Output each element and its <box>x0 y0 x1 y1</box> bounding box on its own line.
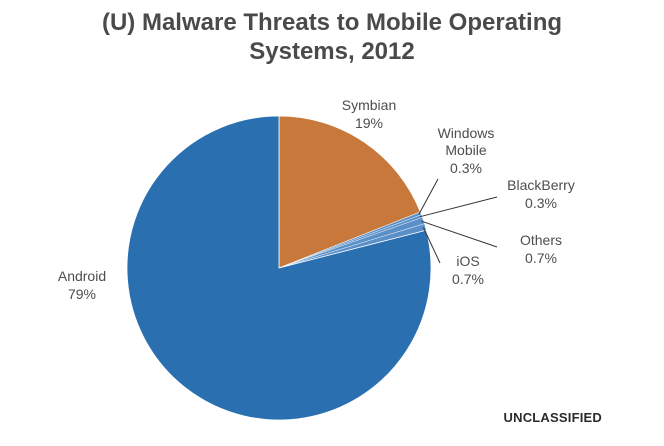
slice-value-android: 79% <box>68 286 96 302</box>
chart-title-line-2: Systems, 2012 <box>249 38 415 65</box>
slice-name-ios: iOS <box>456 253 479 269</box>
slice-name-windows-mobile-1: Windows <box>438 125 495 141</box>
pie-slices <box>126 115 432 421</box>
slice-name-blackberry: BlackBerry <box>507 177 575 193</box>
slice-value-symbian: 19% <box>355 115 383 131</box>
slice-name-android: Android <box>58 268 106 284</box>
leader-line-others <box>421 220 498 248</box>
slice-value-windows-mobile: 0.3% <box>450 160 482 176</box>
leader-line-windows-mobile <box>418 178 439 215</box>
slice-name-windows-mobile-2: Mobile <box>445 142 486 158</box>
slice-name-others: Others <box>520 232 562 248</box>
leader-line-ios <box>422 227 441 264</box>
pie-slice-symbian <box>278 115 421 269</box>
slice-value-others: 0.7% <box>525 250 557 266</box>
classification-marking: UNCLASSIFIED <box>503 410 602 425</box>
leader-lines <box>418 178 498 264</box>
chart-title: (U) Malware Threats to Mobile Operating … <box>0 8 664 66</box>
slice-value-blackberry: 0.3% <box>525 195 557 211</box>
leader-line-blackberry <box>419 196 498 218</box>
slice-name-symbian: Symbian <box>342 97 396 113</box>
pie-slice-android <box>126 115 432 421</box>
chart-title-line-1: (U) Malware Threats to Mobile Operating <box>101 9 563 36</box>
slice-value-ios: 0.7% <box>452 271 484 287</box>
